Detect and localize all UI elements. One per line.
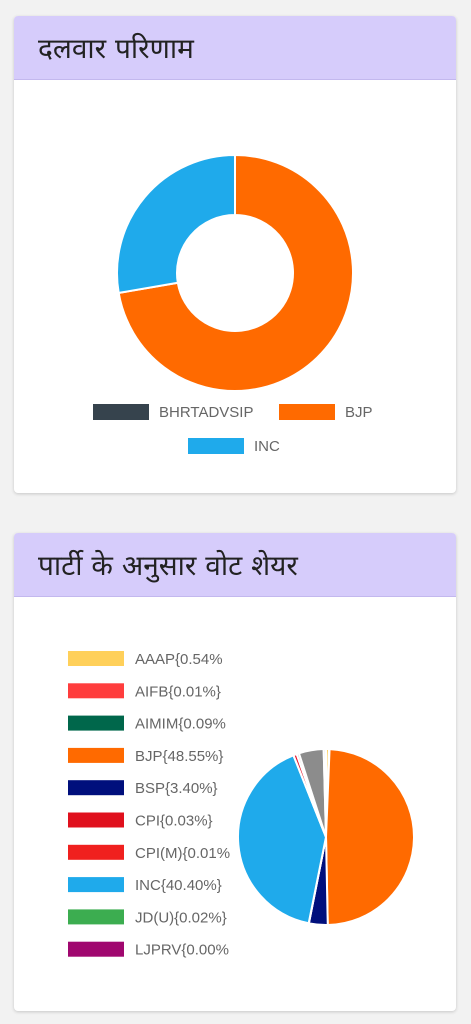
legend-item-inc[interactable]: INC{40.40%}: [68, 877, 222, 894]
legend-swatch: [68, 877, 124, 893]
legend-item-aifb[interactable]: AIFB{0.01%}: [68, 683, 221, 700]
legend-label: CPI(M){0.01%: [135, 845, 230, 862]
legend-label: INC: [254, 438, 280, 455]
party-results-card: दलवार परिणाम BHRTADVSIP BJP INC: [14, 16, 456, 493]
pie-chart: AAAP{0.54% AIFB{0.01%} AIMIM{0.09% BJP{48.5…: [68, 651, 415, 959]
legend-label: INC{40.40%}: [135, 877, 222, 894]
legend-item-inc[interactable]: INC: [188, 438, 280, 455]
legend-swatch: [68, 651, 124, 666]
legend-label: BHRTADVSIP: [159, 404, 253, 421]
slice-inc[interactable]: [116, 153, 236, 295]
legend-item-bhrtadvsip[interactable]: BHRTADVSIP: [93, 404, 253, 421]
legend-label: BJP: [345, 404, 373, 421]
legend-item-aaap[interactable]: AAAP{0.54%: [68, 651, 223, 668]
legend-swatch: [68, 941, 124, 957]
legend-item-cpi-m[interactable]: CPI(M){0.01%: [68, 844, 230, 862]
legend-item-cpi[interactable]: CPI{0.03%}: [68, 812, 213, 830]
legend: AAAP{0.54% AIFB{0.01%} AIMIM{0.09% BJP{48.5…: [68, 651, 230, 959]
legend-swatch: [68, 747, 124, 763]
legend-swatch: [68, 683, 124, 699]
legend-swatch: [188, 438, 244, 454]
legend-item-ljprv[interactable]: LJPRV{0.00%: [68, 941, 229, 959]
doughnut-chart: BHRTADVSIP BJP INC: [93, 153, 373, 455]
legend-swatch: [68, 909, 124, 925]
legend-item-bjp[interactable]: BJP{48.55%}: [68, 747, 223, 765]
legend-label: BSP{3.40%}: [135, 780, 218, 797]
legend-swatch: [68, 780, 124, 796]
legend-item-bsp[interactable]: BSP{3.40%}: [68, 780, 218, 797]
legend-label: AIFB{0.01%}: [135, 683, 221, 700]
slice-bjp[interactable]: [117, 153, 354, 392]
legend-label: BJP{48.55%}: [135, 748, 223, 765]
legend-swatch: [279, 404, 335, 420]
legend-swatch: [68, 812, 124, 828]
legend-item-jd-u[interactable]: JD(U){0.02%}: [68, 909, 227, 926]
legend-swatch: [68, 844, 124, 860]
legend-label: JD(U){0.02%}: [135, 909, 227, 926]
legend-item-bjp[interactable]: BJP: [279, 404, 373, 421]
legend-swatch: [68, 715, 124, 731]
slice-inc[interactable]: [237, 753, 328, 925]
slice-bjp[interactable]: [324, 748, 415, 927]
card-title: दलवार परिणाम: [38, 31, 194, 65]
card-header: दलवार परिणाम: [14, 16, 456, 80]
card-header: पार्टी के अनुसार वोट शेयर: [14, 533, 456, 597]
legend-label: AIMIM{0.09%: [135, 716, 226, 733]
card-title: पार्टी के अनुसार वोट शेयर: [38, 548, 298, 582]
slice-other-13[interactable]: [322, 747, 327, 838]
legend-label: LJPRV{0.00%: [135, 942, 229, 959]
legend-label: CPI{0.03%}: [135, 813, 213, 830]
legend-swatch: [93, 404, 149, 420]
vote-share-card: पार्टी के अनुसार वोट शेयर AAAP{0.54% AIFB…: [14, 533, 456, 1011]
legend-label: AAAP{0.54%: [135, 651, 223, 668]
legend-item-aimim[interactable]: AIMIM{0.09%: [68, 715, 226, 733]
